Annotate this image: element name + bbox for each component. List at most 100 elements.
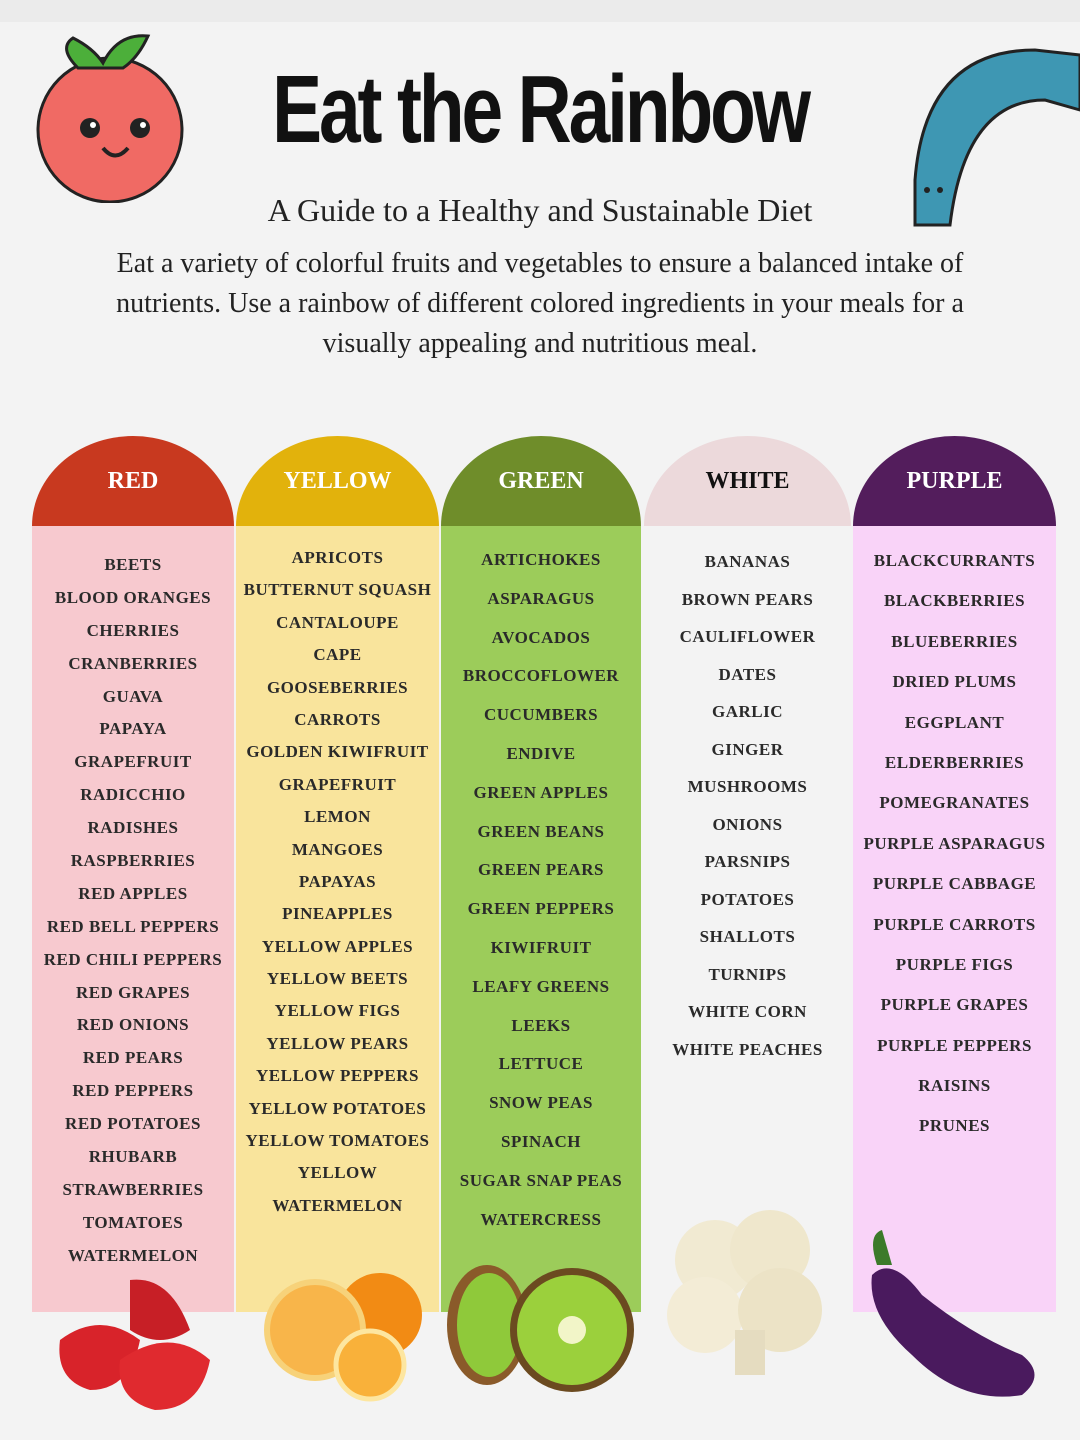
column-purple: BLACKCURRANTS BLACKBERRIES BLUEBERRIES DRIE… xyxy=(853,436,1056,1312)
food-item: WATERMELON xyxy=(272,1195,403,1215)
food-item: PAPAYA xyxy=(99,719,167,739)
food-item: GREEN PEARS xyxy=(478,860,604,880)
food-item: PURPLE ASPARAGUS xyxy=(863,833,1046,853)
food-item: BLOOD ORANGES xyxy=(54,587,212,607)
column-green: ARTICHOKES ASPARAGUS AVOCADOS BROCCOFLOWER C… xyxy=(441,436,641,1312)
food-item: PAPAYAS xyxy=(298,871,377,891)
food-item: BROCCOFLOWER xyxy=(462,666,620,686)
food-item: BLUEBERRIES xyxy=(891,631,1018,651)
column-header: YELLOW xyxy=(236,436,439,526)
food-item: BLACKCURRANTS xyxy=(873,551,1036,570)
strawberries-icon xyxy=(59,1279,210,1410)
food-item: YELLOW PEPPERS xyxy=(255,1066,420,1086)
food-item: BROWN PEARS xyxy=(681,589,814,609)
food-item: YELLOW xyxy=(297,1163,378,1183)
column-white: BANANAS BROWN PEARS CAULIFLOWER DATES GARLIC… xyxy=(644,436,851,1312)
worm-mascot-icon xyxy=(913,48,1080,227)
food-item: GOOSEBERRIES xyxy=(266,677,409,697)
column-body: APRICOTS BUTTERNUT SQUASH CANTALOUPE CAPE GO… xyxy=(236,526,439,1312)
food-item: YELLOW POTATOES xyxy=(248,1098,427,1118)
food-list: BEETS BLOOD ORANGES CHERRIES CRANBERRIES GUA… xyxy=(32,555,234,1279)
food-item: AVOCADOS xyxy=(491,627,591,647)
food-item: RED BELL PEPPERS xyxy=(46,916,220,936)
column-body: BLACKCURRANTS BLACKBERRIES BLUEBERRIES DRIE… xyxy=(853,526,1056,1312)
food-item: SHALLOTS xyxy=(699,927,796,946)
column-header: GREEN xyxy=(441,436,641,526)
food-item: RED APPLES xyxy=(78,883,188,903)
food-item: PURPLE PEPPERS xyxy=(877,1035,1032,1055)
food-item: RADISHES xyxy=(87,818,179,838)
food-item: BEETS xyxy=(104,555,162,574)
column-body: BEETS BLOOD ORANGES CHERRIES CRANBERRIES GUA… xyxy=(32,526,234,1312)
food-item: CUCUMBERS xyxy=(483,705,599,725)
food-item: CHERRIES xyxy=(86,620,180,640)
food-item: YELLOW FIGS xyxy=(274,1001,401,1021)
column-body: ARTICHOKES ASPARAGUS AVOCADOS BROCCOFLOWER C… xyxy=(441,526,641,1312)
food-item: GINGER xyxy=(711,739,784,759)
food-item: RAISINS xyxy=(918,1076,991,1096)
food-item: ELDERBERRIES xyxy=(884,752,1025,772)
food-item: RED ONIONS xyxy=(76,1015,190,1035)
food-item: BANANAS xyxy=(704,552,791,571)
top-bar xyxy=(0,0,1080,22)
food-item: ARTICHOKES xyxy=(481,550,601,569)
food-item: KIWIFRUIT xyxy=(490,937,592,957)
food-item: PINEAPPLES xyxy=(282,904,393,924)
food-item: ENDIVE xyxy=(506,743,576,763)
food-item: PURPLE CARROTS xyxy=(873,914,1036,934)
food-item: LEAFY GREENS xyxy=(472,976,610,996)
column-header: RED xyxy=(32,436,234,526)
food-item: YELLOW TOMATOES xyxy=(245,1131,430,1151)
food-list: ARTICHOKES ASPARAGUS AVOCADOS BROCCOFLOWER C… xyxy=(441,550,641,1248)
oranges-icon xyxy=(264,1273,422,1402)
food-item: GRAPEFRUIT xyxy=(278,774,397,794)
food-item: WHITE CORN xyxy=(688,1002,807,1021)
food-item: GOLDEN KIWIFRUIT xyxy=(246,742,429,762)
food-item: GREEN PEPPERS xyxy=(467,899,615,919)
food-item: CRANBERRIES xyxy=(68,653,198,673)
food-item: BLACKBERRIES xyxy=(883,591,1026,611)
food-item: STRAWBERRIES xyxy=(62,1179,204,1199)
food-item: GREEN BEANS xyxy=(477,821,605,841)
food-item: GREEN APPLES xyxy=(473,782,609,802)
food-list: APRICOTS BUTTERNUT SQUASH CANTALOUPE CAPE GO… xyxy=(236,548,439,1228)
food-item: POTATOES xyxy=(700,889,795,909)
food-item: PURPLE CABBAGE xyxy=(872,874,1037,894)
food-item: LEMON xyxy=(304,807,371,827)
food-item: MUSHROOMS xyxy=(687,777,808,796)
food-item: ONIONS xyxy=(712,814,783,834)
food-item: YELLOW APPLES xyxy=(261,936,414,956)
eggplant-icon xyxy=(871,1230,1035,1397)
food-item: RED GRAPES xyxy=(75,982,191,1002)
kiwis-icon xyxy=(447,1265,634,1392)
food-item: RED PEPPERS xyxy=(72,1081,194,1101)
food-item: CANTALOUPE xyxy=(276,612,399,632)
food-list: BANANAS BROWN PEARS CAULIFLOWER DATES GARLIC… xyxy=(644,552,851,1077)
food-item: DRIED PLUMS xyxy=(892,672,1017,692)
food-item: PARSNIPS xyxy=(704,852,791,871)
food-item: PURPLE GRAPES xyxy=(880,995,1029,1015)
food-item: TOMATOES xyxy=(82,1212,184,1232)
food-item: MANGOES xyxy=(291,839,384,859)
food-item: EGGPLANT xyxy=(904,712,1005,732)
food-item: RED PEARS xyxy=(82,1048,184,1068)
food-item: GARLIC xyxy=(711,702,783,721)
food-item: CARROTS xyxy=(294,709,381,729)
intro-text: Eat a variety of colorful fruits and veg… xyxy=(116,248,964,359)
food-item: CAPE xyxy=(313,645,362,665)
food-item: RASPBERRIES xyxy=(70,851,196,871)
column-header: WHITE xyxy=(644,436,851,526)
column-red: BEETS BLOOD ORANGES CHERRIES CRANBERRIES GUA… xyxy=(32,436,234,1312)
food-item: ASPARAGUS xyxy=(487,588,595,608)
food-list: BLACKCURRANTS BLACKBERRIES BLUEBERRIES DRIE… xyxy=(853,551,1056,1157)
page-subtitle: A Guide to a Healthy and Sustainable Die… xyxy=(267,192,813,228)
food-item: POMEGRANATES xyxy=(879,793,1030,813)
food-item: DATES xyxy=(718,664,777,684)
food-item: WATERCRESS xyxy=(480,1209,602,1229)
column-yellow: APRICOTS BUTTERNUT SQUASH CANTALOUPE CAPE GO… xyxy=(236,436,439,1312)
food-item: LEEKS xyxy=(511,1015,571,1035)
food-item: PURPLE FIGS xyxy=(895,954,1014,974)
food-item: SPINACH xyxy=(500,1131,581,1151)
food-item: BUTTERNUT SQUASH xyxy=(243,580,432,600)
food-item: LETTUCE xyxy=(498,1054,584,1074)
